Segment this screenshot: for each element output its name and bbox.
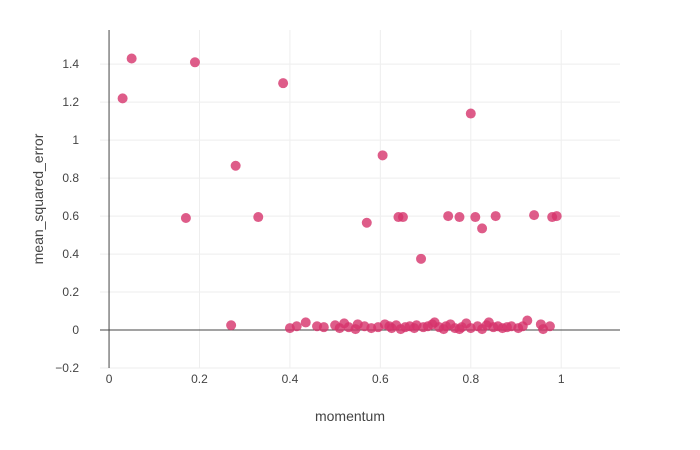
data-point [291, 321, 302, 332]
y-tick-label: 0.6 [62, 209, 79, 223]
data-point [361, 217, 372, 228]
y-tick-label: −0.2 [55, 361, 79, 375]
y-tick-label: 0.8 [62, 171, 79, 185]
x-axis-ticks: 0 0.2 0.4 0.6 0.8 1 [106, 372, 565, 386]
data-point [522, 315, 533, 326]
data-point [126, 53, 137, 64]
data-point [443, 211, 454, 222]
data-point [551, 211, 562, 222]
data-point [278, 78, 289, 89]
x-axis-title: momentum [315, 408, 385, 424]
data-point [377, 150, 388, 161]
data-point [300, 317, 311, 328]
data-point [180, 212, 191, 223]
data-point [416, 253, 427, 264]
data-point [117, 93, 128, 104]
y-tick-label: 0.4 [62, 247, 79, 261]
y-tick-label: 0.2 [62, 285, 79, 299]
data-point [318, 322, 329, 333]
data-point [230, 160, 241, 171]
data-point [397, 212, 408, 223]
data-point [477, 223, 488, 234]
data-point [490, 211, 501, 222]
x-tick-label: 1 [558, 372, 565, 386]
data-point [470, 212, 481, 223]
y-axis-ticks: −0.2 0 0.2 0.4 0.6 0.8 1 1.2 1.4 [55, 57, 79, 375]
y-axis-title: mean_squared_error [30, 133, 46, 264]
y-tick-label: 1.4 [62, 57, 79, 71]
y-tick-label: 1.2 [62, 95, 79, 109]
x-tick-label: 0.4 [282, 372, 299, 386]
x-tick-label: 0.2 [191, 372, 208, 386]
data-point [544, 321, 555, 332]
data-point [465, 108, 476, 119]
data-point [226, 320, 237, 331]
x-tick-label: 0 [106, 372, 113, 386]
data-point [529, 210, 540, 221]
x-tick-label: 0.8 [462, 372, 479, 386]
data-point [454, 212, 465, 223]
y-tick-label: 1 [72, 133, 79, 147]
y-tick-label: 0 [72, 323, 79, 337]
x-tick-label: 0.6 [372, 372, 389, 386]
data-points [117, 53, 562, 335]
data-point [253, 212, 264, 223]
data-point [189, 57, 200, 68]
